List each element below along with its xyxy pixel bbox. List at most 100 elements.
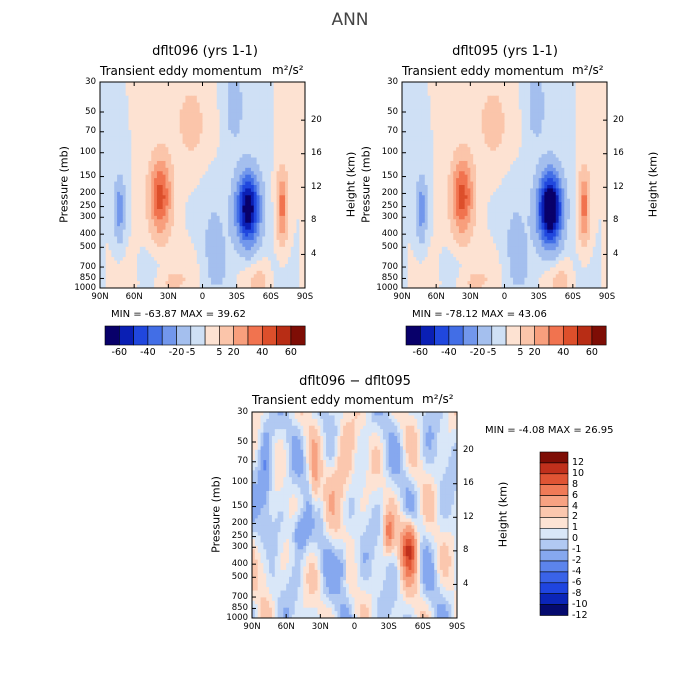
heat-cell bbox=[262, 226, 266, 231]
heat-cell bbox=[245, 133, 249, 138]
heat-cell bbox=[287, 188, 292, 193]
heat-cell bbox=[216, 188, 220, 193]
heat-cell bbox=[476, 109, 480, 114]
heat-cell bbox=[165, 243, 169, 248]
heat-cell bbox=[114, 270, 118, 275]
heat-cell bbox=[245, 85, 249, 90]
heat-cell bbox=[253, 178, 257, 182]
heat-cell bbox=[216, 260, 220, 265]
heat-cell bbox=[225, 274, 229, 279]
heat-cell bbox=[222, 229, 226, 234]
heat-cell bbox=[256, 174, 260, 179]
heat-cell bbox=[128, 106, 132, 110]
heat-cell bbox=[176, 198, 181, 203]
heat-cell bbox=[156, 209, 161, 213]
heat-cell bbox=[176, 219, 181, 224]
heat-cell bbox=[262, 160, 266, 165]
heat-cell bbox=[139, 205, 144, 210]
heat-cell bbox=[302, 191, 306, 196]
heat-cell bbox=[293, 157, 297, 162]
heat-cell bbox=[176, 202, 181, 206]
heat-cell bbox=[287, 274, 292, 279]
heat-cell bbox=[193, 109, 198, 114]
heat-cell bbox=[134, 112, 138, 117]
heat-cell bbox=[253, 174, 257, 179]
heat-cell bbox=[250, 253, 255, 258]
heat-cell bbox=[188, 188, 192, 193]
heat-cell bbox=[108, 140, 112, 145]
heat-cell bbox=[222, 126, 226, 131]
heat-cell bbox=[270, 250, 275, 255]
heat-cell bbox=[156, 263, 161, 268]
heat-cell bbox=[225, 239, 229, 244]
heat-cell bbox=[179, 257, 183, 261]
heat-cell bbox=[162, 239, 166, 244]
heat-cell bbox=[159, 191, 164, 196]
heat-cell bbox=[119, 109, 124, 114]
heat-cell bbox=[270, 284, 275, 289]
heat-cell bbox=[481, 109, 485, 114]
heat-cell bbox=[248, 109, 252, 114]
heat-cell bbox=[134, 164, 138, 169]
heat-cell bbox=[265, 195, 269, 200]
heat-cell bbox=[498, 95, 503, 100]
heat-cell bbox=[182, 167, 186, 172]
heat-cell bbox=[202, 119, 206, 124]
heat-cell bbox=[128, 136, 132, 141]
heat-cell bbox=[259, 92, 263, 97]
heat-cell bbox=[507, 92, 511, 97]
heat-cell bbox=[137, 136, 141, 141]
heat-cell bbox=[165, 106, 169, 110]
heat-cell bbox=[302, 133, 306, 138]
heat-cell bbox=[179, 198, 183, 203]
heat-cell bbox=[273, 95, 277, 100]
heat-cell bbox=[242, 263, 246, 268]
heat-cell bbox=[544, 92, 548, 97]
heat-cell bbox=[259, 233, 263, 237]
heat-cell bbox=[293, 130, 297, 134]
heat-cell bbox=[131, 185, 135, 189]
heat-cell bbox=[213, 191, 218, 196]
heat-cell bbox=[290, 243, 295, 248]
heat-cell bbox=[595, 92, 599, 97]
heat-cell bbox=[105, 99, 109, 103]
heat-cell bbox=[248, 136, 252, 141]
heat-cell bbox=[191, 99, 195, 103]
heat-cell bbox=[139, 274, 144, 279]
heat-cell bbox=[211, 270, 215, 275]
heat-cell bbox=[296, 147, 300, 152]
heat-cell bbox=[453, 95, 457, 100]
heat-cell bbox=[282, 150, 286, 155]
heat-cell bbox=[270, 181, 275, 186]
heat-cell bbox=[256, 181, 260, 186]
heat-cell bbox=[444, 88, 448, 93]
heat-cell bbox=[228, 171, 232, 176]
heat-cell bbox=[139, 191, 144, 196]
heat-cell bbox=[296, 263, 300, 268]
heat-cell bbox=[202, 82, 206, 86]
heat-cell bbox=[185, 215, 189, 220]
heat-cell bbox=[208, 92, 212, 97]
heat-cell bbox=[222, 236, 226, 241]
heat-cell bbox=[114, 106, 118, 110]
heat-cell bbox=[253, 130, 257, 134]
heat-cell bbox=[569, 82, 574, 86]
heat-cell bbox=[176, 157, 181, 162]
heat-cell bbox=[493, 92, 497, 97]
heat-cell bbox=[555, 92, 559, 97]
heat-cell bbox=[276, 198, 280, 203]
page-title: ANN bbox=[331, 10, 369, 30]
heat-cell bbox=[282, 185, 286, 189]
heat-cell bbox=[270, 215, 275, 220]
heat-cell bbox=[564, 106, 568, 110]
heat-cell bbox=[279, 236, 283, 241]
heat-cell bbox=[125, 147, 129, 152]
heat-cell bbox=[296, 202, 300, 206]
heat-cell bbox=[156, 281, 161, 285]
heat-cell bbox=[199, 185, 203, 189]
heat-cell bbox=[581, 106, 585, 110]
heat-cell bbox=[205, 109, 209, 114]
heat-cell bbox=[202, 102, 206, 107]
heat-cell bbox=[139, 236, 144, 241]
heat-cell bbox=[131, 143, 135, 148]
